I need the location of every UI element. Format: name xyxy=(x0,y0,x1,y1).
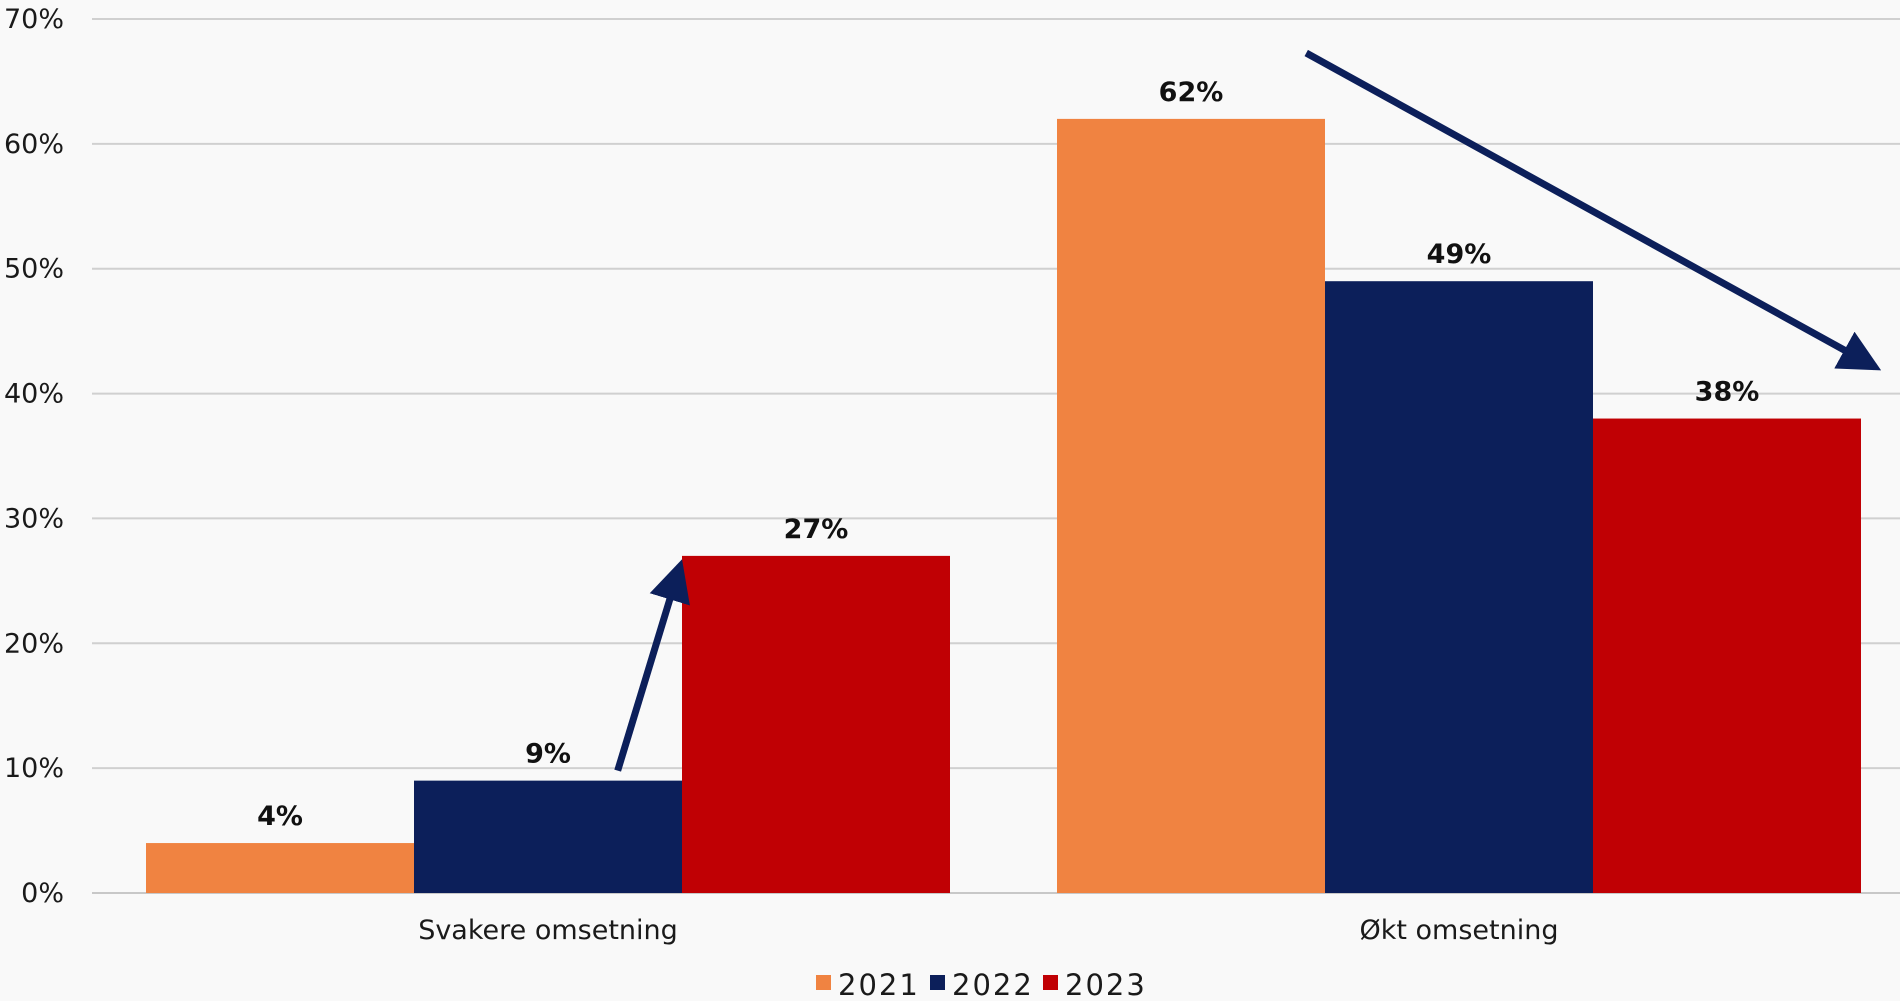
gridlines xyxy=(92,18,1900,894)
legend-label: 2022 xyxy=(952,968,1034,997)
legend-label: 2021 xyxy=(838,968,920,997)
data-label: 49% xyxy=(1427,239,1492,270)
category-label: Svakere omsetning xyxy=(418,915,678,946)
y-tick-label: 0% xyxy=(21,878,64,909)
trend-arrow-down xyxy=(1304,49,1882,371)
y-tick-label: 50% xyxy=(4,254,64,285)
legend: 2021 2022 2023 xyxy=(816,968,1147,1001)
legend-item-2023: 2023 xyxy=(1043,968,1147,1001)
bar-2023-okt xyxy=(1593,418,1861,893)
data-label: 62% xyxy=(1159,77,1224,108)
bar-2021-svakere xyxy=(146,843,414,893)
category-label: Økt omsetning xyxy=(1359,915,1558,946)
y-tick-label: 30% xyxy=(4,503,64,534)
data-label: 27% xyxy=(784,514,849,545)
data-label: 9% xyxy=(525,739,571,770)
y-tick-label: 60% xyxy=(4,129,64,160)
x-axis: Svakere omsetning Økt omsetning xyxy=(418,915,1558,946)
bar-2023-svakere xyxy=(682,555,950,893)
y-tick-label: 10% xyxy=(4,753,64,784)
bar-2022-svakere xyxy=(414,780,682,893)
y-axis: 0% 10% 20% 30% 40% 50% 60% 70% xyxy=(4,4,64,909)
data-label: 4% xyxy=(257,801,303,832)
y-tick-label: 40% xyxy=(4,379,64,410)
legend-item-2022: 2022 xyxy=(930,968,1034,1001)
legend-item-2021: 2021 xyxy=(816,968,920,1001)
legend-label: 2023 xyxy=(1065,968,1147,997)
bars xyxy=(146,118,1861,893)
y-tick-label: 20% xyxy=(4,628,64,659)
bar-2021-okt xyxy=(1057,118,1325,893)
legend-swatch xyxy=(1043,975,1058,990)
legend-swatch xyxy=(930,975,945,990)
trend-arrow-up xyxy=(614,559,690,772)
trend-arrows xyxy=(614,49,1882,772)
data-label: 38% xyxy=(1695,377,1760,408)
legend-swatch xyxy=(816,975,831,990)
data-labels: 4% 9% 27% 62% 49% 38% xyxy=(257,77,1759,832)
y-tick-label: 70% xyxy=(4,4,64,35)
bar-2022-okt xyxy=(1325,281,1593,893)
